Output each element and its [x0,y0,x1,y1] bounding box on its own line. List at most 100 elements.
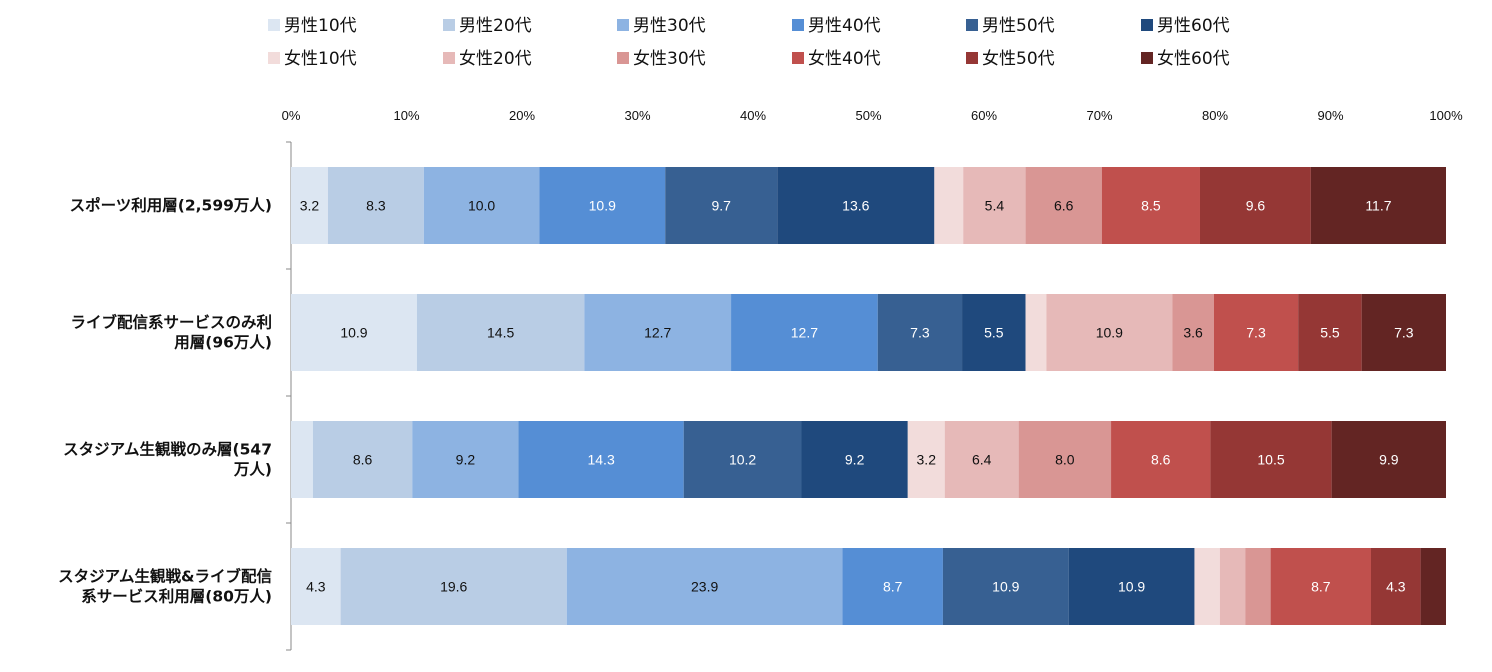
data-label: 6.6 [1054,198,1074,214]
data-label: 9.6 [1246,198,1266,214]
data-label: 8.7 [1311,579,1331,595]
plot-area: 3.2 8.3 10.0 10.9 9.7 13.6 5.4 6.6 8.5 9.6 11.7 10.… [291,167,1446,625]
data-label: 14.3 [587,452,614,468]
data-label: 3.2 [917,452,937,468]
bar-segment [1199,167,1311,244]
legend-label: 男性20代 [459,16,532,36]
data-label: 3.6 [1183,325,1203,341]
bar-segment [412,421,519,498]
data-label: 10.9 [1096,325,1123,341]
bar-segment [1213,294,1299,371]
bar-segment [1194,548,1220,625]
legend-label: 男性60代 [1157,16,1230,36]
bar-segment [1025,294,1047,371]
bar-segment [1101,167,1200,244]
data-label: 8.7 [883,579,903,595]
bar-row: 3.2 8.3 10.0 10.9 9.7 13.6 5.4 6.6 8.5 9.6 11.7 [291,167,1446,244]
legend-label: 男性10代 [284,16,357,36]
x-tick-label: 10% [393,108,419,123]
bar-segment [1018,421,1112,498]
bar-segment [731,294,878,371]
data-label: 4.3 [306,579,326,595]
bar-segment [423,167,540,244]
data-label: 13.6 [842,198,869,214]
bar-segment [1371,548,1421,625]
data-label: 12.7 [791,325,818,341]
bar-segment [291,421,313,498]
legend-label: 男性50代 [982,16,1055,36]
bar-segment [291,548,341,625]
x-tick-label: 50% [855,108,881,123]
bar-segment [1361,294,1446,371]
bar-segment [584,294,732,371]
bar-segment [963,167,1026,244]
bar-segment [1245,548,1271,625]
x-axis: 0% 10% 20% 30% 40% 50% 60% 70% 80% 90% 100% [282,108,1463,123]
legend-swatch [966,52,978,64]
x-tick-label: 40% [740,108,766,123]
x-tick-label: 20% [509,108,535,123]
bar-segment [944,421,1019,498]
data-label: 9.2 [456,452,476,468]
x-tick-label: 30% [624,108,650,123]
legend-label: 女性50代 [982,49,1055,69]
legend-item: 女性60代 [1141,49,1230,69]
bar-segment [1172,294,1214,371]
x-tick-label: 100% [1429,108,1463,123]
bar-segment [1310,167,1446,244]
data-label: 8.6 [353,452,373,468]
bar-segment [518,421,684,498]
data-label: 10.9 [992,579,1019,595]
legend-item: 男性50代 [966,16,1055,36]
legend-item: 女性20代 [443,49,532,69]
bar-segment [566,548,843,625]
bar-segment [942,548,1069,625]
bar-segment [327,167,424,244]
bar-segment [907,421,945,498]
legend-label: 女性40代 [808,49,881,69]
bar-segment [1046,294,1173,371]
bar-segment [1025,167,1102,244]
category-label-line: スポーツ利用層(2,599万人) [70,196,272,215]
bar-segment [877,294,963,371]
data-label: 19.6 [440,579,467,595]
data-label: 5.4 [985,198,1005,214]
data-label: 12.7 [644,325,671,341]
category-label: ライブ配信系サービスのみ利用層(96万人) [70,313,272,352]
legend-item: 女性30代 [617,49,706,69]
legend-item: 男性20代 [443,16,532,36]
legend-item: 女性50代 [966,49,1055,69]
legend-swatch [617,52,629,64]
category-label: スポーツ利用層(2,599万人) [70,196,272,215]
bar-segment [842,548,943,625]
y-axis: スポーツ利用層(2,599万人) ライブ配信系サービスのみ利用層(96万人) スタジ… [58,141,292,651]
legend-item: 女性10代 [268,49,357,69]
bar-segment [291,294,417,371]
legend-swatch [966,19,978,31]
bar-segment [312,421,413,498]
bar-segment [1298,294,1362,371]
x-tick-label: 60% [971,108,997,123]
bar-segment [801,421,908,498]
bar-segment [962,294,1026,371]
legend-item: 男性60代 [1141,16,1230,36]
bar-segment [340,548,567,625]
data-label: 9.7 [712,198,732,214]
x-tick-label: 0% [282,108,301,123]
legend-swatch [268,19,280,31]
data-label: 11.7 [1365,198,1391,214]
data-label: 10.5 [1257,452,1284,468]
legend-swatch [617,19,629,31]
data-label: 8.6 [1151,452,1171,468]
data-label: 7.3 [1246,325,1266,341]
category-label-line: スタジアム生観戦のみ層(547 [63,440,272,459]
bar-segment [934,167,964,244]
legend-label: 男性40代 [808,16,881,36]
data-label: 10.0 [468,198,495,214]
category-label: スタジアム生観戦のみ層(547 万人) [63,440,272,479]
data-label: 4.3 [1386,579,1406,595]
data-label: 23.9 [691,579,718,595]
data-label: 5.5 [1320,325,1340,341]
bar-segment [1068,548,1195,625]
